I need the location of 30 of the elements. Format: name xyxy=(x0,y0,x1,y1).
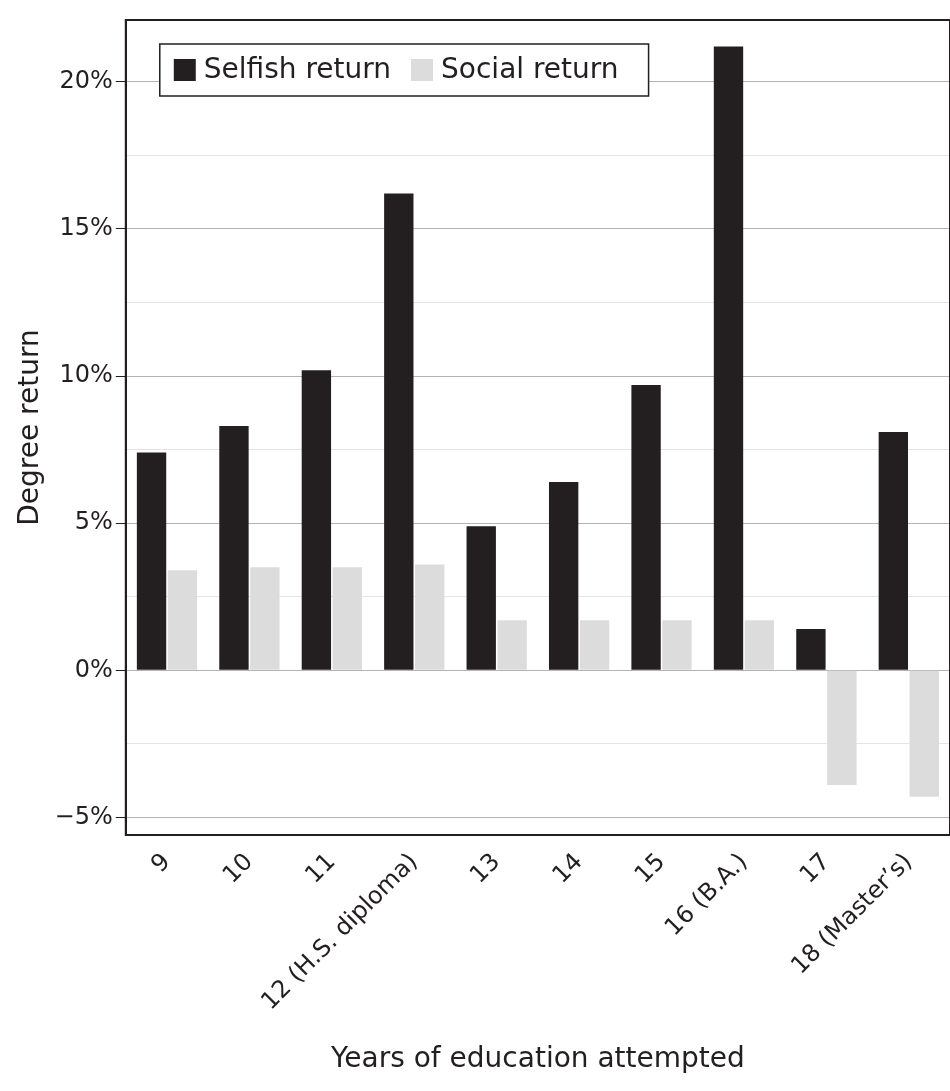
y-tick-label: 10% xyxy=(59,360,113,389)
y-tick-label: 20% xyxy=(59,66,113,95)
bar xyxy=(497,620,527,670)
bar xyxy=(548,481,579,670)
bar xyxy=(136,452,167,670)
bar xyxy=(301,370,332,670)
y-tick-label: 15% xyxy=(59,213,113,242)
x-axis-title: Years of education attempted xyxy=(329,1041,745,1075)
legend-label: Social return xyxy=(441,52,619,86)
x-tick-label: 13 xyxy=(463,847,506,889)
bar xyxy=(466,526,496,670)
bar xyxy=(384,193,414,670)
y-axis-title: Degree return xyxy=(12,329,46,526)
bar xyxy=(713,46,744,670)
bar xyxy=(631,384,661,670)
y-tick-label: −5% xyxy=(54,801,113,830)
bar xyxy=(579,620,610,670)
bar xyxy=(744,620,775,670)
x-tick-label: 11 xyxy=(299,847,341,889)
legend-label: Selfish return xyxy=(203,52,392,86)
x-tick-label: 15 xyxy=(628,847,671,889)
bar xyxy=(878,431,909,670)
y-tick-label: 0% xyxy=(74,654,113,683)
bar xyxy=(219,426,249,670)
y-tick-label: 5% xyxy=(74,507,113,536)
x-tick-label: 10 xyxy=(216,847,259,889)
bar xyxy=(662,620,692,670)
bar xyxy=(796,629,826,670)
x-tick-label: 9 xyxy=(145,847,176,878)
x-tick-label: 14 xyxy=(546,847,588,889)
